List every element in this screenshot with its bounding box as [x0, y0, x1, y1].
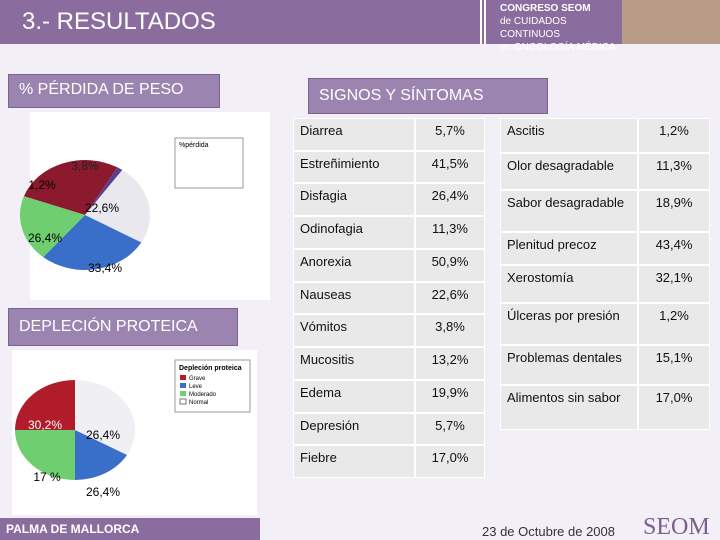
legend-swatch	[179, 398, 187, 405]
legend-entry: Normal	[189, 400, 208, 406]
section-title: % PÉRDIDA DE PESO	[8, 74, 220, 108]
pie-slice	[19, 196, 86, 258]
table-cell: Edema	[293, 379, 415, 413]
table-cell: Depresión	[293, 412, 415, 446]
legend-box	[174, 137, 244, 189]
table-cell: Xerostomía	[500, 265, 638, 303]
table-cell: Diarrea	[293, 118, 415, 151]
table-cell: 15,1%	[638, 345, 710, 385]
pie-label: 26,4%	[28, 231, 62, 245]
legend-entry: Leve	[189, 384, 203, 390]
table-cell: 3,8%	[415, 314, 485, 348]
table-cell: 32,1%	[638, 265, 710, 303]
legend-swatch	[180, 391, 186, 396]
pie-label: 30,2%	[28, 418, 62, 432]
footer-place: PALMA DE MALLORCA	[0, 518, 260, 540]
pie-slice	[43, 215, 142, 270]
legend-title: %pérdida	[179, 142, 209, 149]
table-cell: 11,3%	[415, 216, 485, 249]
table-cell: 17,0%	[638, 385, 710, 430]
legend-swatch	[180, 383, 186, 388]
pie-slice	[75, 379, 136, 455]
footer-date: 23 de Octubre de 2008	[482, 524, 615, 539]
logo-line: CONGRESO SEOM	[500, 3, 591, 14]
pie-slice	[15, 430, 75, 480]
legend-entry: Grave	[189, 376, 206, 382]
table-cell: 1,2%	[638, 118, 710, 153]
logo-photo	[622, 0, 720, 44]
footer-brand: SEOM	[643, 514, 710, 540]
table-cell: Problemas dentales	[500, 345, 638, 385]
pie-label: 26,4%	[86, 428, 120, 442]
table-cell: Ascitis	[500, 118, 638, 153]
pie-slice	[85, 170, 150, 243]
legend-title: Depleción proteica	[179, 365, 242, 372]
table-cell: 26,4%	[415, 183, 485, 217]
pie-label: 1,2%	[28, 178, 56, 192]
table-cell: 1,2%	[638, 303, 710, 345]
table-cell: 11,3%	[638, 153, 710, 190]
table-cell: 22,6%	[415, 281, 485, 315]
table-cell: 19,9%	[415, 379, 485, 413]
table-cell: Odinofagia	[293, 216, 415, 249]
logo-line: de CUIDADOS CONTINUOS	[500, 16, 567, 40]
table-cell: Sabor desagradable	[500, 190, 638, 232]
table-cell: 13,2%	[415, 347, 485, 380]
header-bar	[0, 0, 720, 44]
table-cell: Anorexia	[293, 248, 415, 282]
legend-entry: Moderado	[189, 392, 217, 398]
table-cell: 43,4%	[638, 232, 710, 265]
table-cell: 5,7%	[415, 118, 485, 151]
table-cell: Úlceras por presión	[500, 303, 638, 345]
pie-label: 3,8%	[71, 159, 99, 173]
pie-slice	[85, 167, 123, 215]
pie-label: 33,4%	[88, 261, 122, 275]
table-cell: 50,9%	[415, 248, 485, 282]
section-title: SIGNOS Y SÍNTOMAS	[308, 78, 548, 114]
table-cell: Estreñimiento	[293, 150, 415, 184]
table-cell: Plenitud precoz	[500, 232, 638, 265]
table-cell: 17,0%	[415, 445, 485, 478]
table-cell: Olor desagradable	[500, 153, 638, 190]
pie-label: 26,4%	[86, 485, 120, 499]
pie-slice	[23, 160, 118, 215]
logo-line: en ONCOLOGÍA MÉDICA	[500, 42, 616, 53]
table-cell: Disfagia	[293, 183, 415, 217]
pie-label: 17 %	[33, 470, 61, 484]
section-title: DEPLECIÓN PROTEICA	[8, 308, 238, 346]
table-cell: Mucositis	[293, 347, 415, 380]
table-cell: Fiebre	[293, 445, 415, 478]
pie-label: 22,6%	[85, 201, 119, 215]
table-cell: 18,9%	[638, 190, 710, 232]
legend-box	[174, 359, 251, 413]
legend-swatch	[180, 375, 186, 380]
pie-slice	[75, 430, 127, 480]
slide-title: 3.- RESULTADOS	[22, 8, 216, 35]
table-cell: Nauseas	[293, 281, 415, 315]
pie-slice	[15, 380, 75, 430]
table-cell: Alimentos sin sabor	[500, 385, 638, 430]
logo: CONGRESO SEOM de CUIDADOS CONTINUOS en O…	[480, 0, 620, 53]
table-cell: 41,5%	[415, 150, 485, 184]
table-cell: 5,7%	[415, 412, 485, 446]
table-cell: Vómitos	[293, 314, 415, 348]
